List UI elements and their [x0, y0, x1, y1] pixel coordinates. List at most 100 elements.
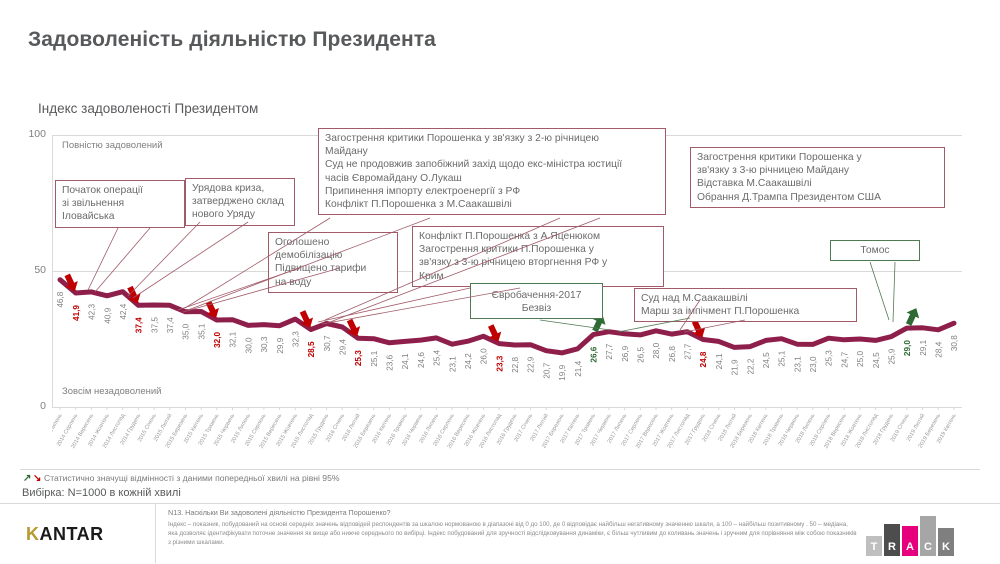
callout-demobilisation: Оголошено демобілізацію Підвищено тарифи…: [268, 232, 398, 293]
callout-yatsenyuk: Конфлікт П.Порошенка з А.Яценюком Загост…: [412, 226, 664, 287]
data-label: 24,1: [715, 353, 724, 369]
data-label: 22,9: [527, 356, 536, 372]
data-label: 24,8: [699, 351, 708, 367]
data-label: 29,0: [903, 340, 912, 356]
plot-area: [52, 135, 963, 407]
svg-text:C: C: [924, 541, 932, 553]
data-label: 19,9: [558, 364, 567, 380]
y-tick-50: 50: [34, 264, 46, 276]
data-label: 23,1: [793, 356, 802, 372]
data-label: 27,7: [684, 343, 693, 359]
svg-text:A: A: [906, 541, 914, 553]
data-label: 46,8: [56, 291, 65, 307]
data-label: 37,4: [166, 317, 175, 333]
significance-down-arrow-icon: [299, 310, 314, 328]
data-label: 20,7: [542, 362, 551, 378]
data-label: 27,7: [605, 343, 614, 359]
significance-down-arrow-icon: [487, 324, 502, 342]
data-label: 32,3: [291, 331, 300, 347]
data-label: 25,9: [887, 348, 896, 364]
svg-text:K: K: [942, 541, 950, 553]
data-label: 37,4: [135, 317, 144, 333]
index-definition: Індекс – показник, побудований на основі…: [168, 521, 857, 546]
callout-maidan-3rd: Загострення критики Порошенка у зв'язку …: [690, 147, 945, 208]
track-logo-bars: T R A C K: [866, 516, 954, 556]
data-label: 26,8: [668, 346, 677, 362]
footer-divider: [155, 503, 156, 563]
data-label: 26,9: [621, 345, 630, 361]
data-label: 23,0: [809, 356, 818, 372]
significance-up-arrow-icon: [905, 308, 920, 326]
data-label: 21,9: [731, 359, 740, 375]
data-label: 26,6: [589, 346, 598, 362]
data-label: 24,6: [417, 352, 426, 368]
callout-maidan-2nd: Загострення критики Порошенка у зв'язку …: [318, 128, 666, 216]
legend-down-arrow-icon: ↘: [33, 473, 42, 484]
footnote-divider: [20, 469, 980, 470]
kantar-logo-text: ANTAR: [39, 524, 104, 544]
callout-tomos: Томос: [830, 240, 920, 262]
data-label: 29,4: [339, 339, 348, 355]
data-label: 28,5: [307, 341, 316, 357]
callout-ilovaisk: Початок операції зі звільнення Іловайськ…: [55, 180, 185, 228]
question-text: N13. Наскільки Ви задоволені діяльністю …: [168, 508, 391, 517]
data-label: 35,0: [182, 323, 191, 339]
callout-eurovision: Євробачення-2017 Безвіз: [470, 283, 603, 320]
data-label: 21,4: [574, 360, 583, 376]
page-title: Задоволеність діяльністю Президента: [28, 28, 436, 51]
data-label: 24,5: [872, 352, 881, 368]
data-label: 24,7: [840, 351, 849, 367]
data-label: 30,3: [260, 336, 269, 352]
data-label: 28,0: [652, 342, 661, 358]
significance-down-arrow-icon: [64, 273, 78, 292]
track-logo: T R A C K: [866, 512, 966, 556]
data-label: 23,3: [495, 355, 504, 371]
data-label: 32,1: [229, 331, 238, 347]
data-label: 30,8: [950, 335, 959, 351]
legend-up-arrow-icon: ↗: [23, 473, 32, 484]
data-label: 25,4: [433, 349, 442, 365]
data-label: 30,7: [323, 335, 332, 351]
data-label: 42,4: [119, 303, 128, 319]
data-label: 35,1: [197, 323, 206, 339]
data-label: 25,0: [856, 351, 865, 367]
svg-text:R: R: [888, 541, 896, 553]
data-label: 40,9: [103, 307, 112, 323]
data-label: 29,9: [276, 337, 285, 353]
data-label: 25,1: [370, 350, 379, 366]
data-label: 26,5: [637, 346, 646, 362]
data-label: 37,5: [150, 317, 159, 333]
scale-top-label: Повністю задоволений: [62, 140, 163, 151]
data-label: 24,1: [401, 353, 410, 369]
data-label: 32,0: [213, 332, 222, 348]
series-line: [57, 277, 957, 356]
footer: [0, 503, 1000, 564]
data-label: 25,3: [354, 350, 363, 366]
data-label: 41,9: [72, 305, 81, 321]
data-label: 26,0: [480, 348, 489, 364]
callout-saakashvili-trial: Суд над М.Саакашвілі Марш за імпічмент П…: [634, 288, 857, 323]
data-label: 23,6: [386, 354, 395, 370]
data-label: 42,3: [88, 303, 97, 319]
data-label: 22,2: [746, 358, 755, 374]
data-label: 25,1: [778, 350, 787, 366]
svg-text:T: T: [871, 541, 878, 553]
kantar-logo: KANTAR: [26, 524, 104, 544]
data-label: 29,1: [919, 339, 928, 355]
data-label: 24,5: [762, 352, 771, 368]
data-label: 23,1: [448, 356, 457, 372]
data-label: 22,8: [511, 357, 520, 373]
data-label: 25,3: [825, 350, 834, 366]
callout-govt-crisis: Урядова криза, затверджено склад нового …: [185, 178, 295, 226]
data-label: 30,0: [244, 337, 253, 353]
line-chart: 46,8 41,9 42,3 40,9 42,4 37,4 37,5 37,4 35,0 35,1…: [52, 273, 959, 450]
data-label: 28,4: [935, 341, 944, 357]
chart-subtitle: Індекс задоволеності Президентом: [38, 101, 259, 116]
y-tick-100: 100: [28, 128, 46, 140]
axis-baseline: [52, 407, 962, 408]
data-label: 24,2: [464, 353, 473, 369]
scale-bottom-label: Зовсім незадоволений: [62, 386, 162, 397]
y-tick-0: 0: [40, 400, 46, 412]
sample-note: Вибірка: N=1000 в кожній хвилі: [22, 487, 181, 499]
